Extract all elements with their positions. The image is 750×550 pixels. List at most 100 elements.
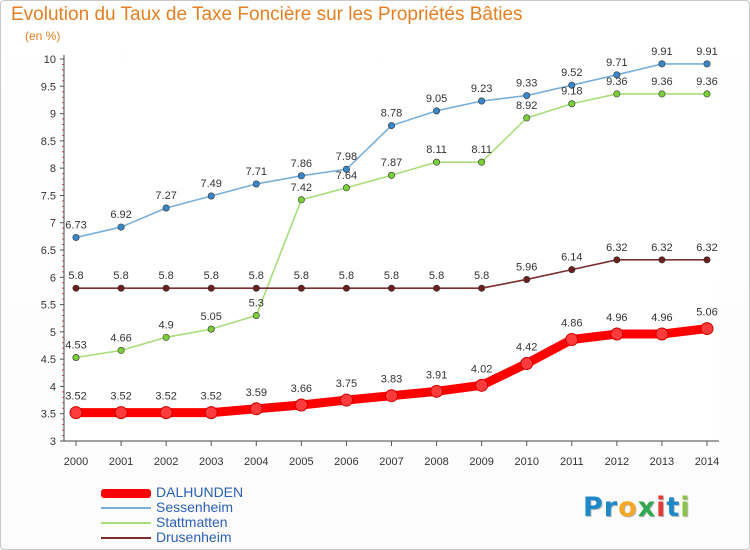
data-point-stattmatten <box>568 100 576 108</box>
data-label-stattmatten: 4.66 <box>110 332 131 344</box>
data-point-sessenheim <box>523 92 531 100</box>
data-point-dalhunden <box>430 384 444 398</box>
x-tick-label: 2010 <box>514 456 538 468</box>
data-label-sessenheim: 7.98 <box>336 151 357 163</box>
data-point-dalhunden <box>610 327 624 341</box>
data-label-sessenheim: 6.92 <box>110 209 131 221</box>
data-point-dalhunden <box>475 378 489 392</box>
data-label-stattmatten: 4.9 <box>158 319 173 331</box>
y-tick-label: 9.5 <box>41 81 56 93</box>
data-label-sessenheim: 9.91 <box>651 46 672 58</box>
y-tick-label: 3.5 <box>41 409 56 421</box>
x-tick-label: 2003 <box>199 456 223 468</box>
data-point-stattmatten <box>387 171 395 179</box>
y-tick-label: 8.5 <box>41 136 56 148</box>
legend-label: Sessenheim <box>156 499 234 515</box>
y-tick-label: 5.5 <box>41 300 56 312</box>
x-tick-label: 2000 <box>64 456 88 468</box>
data-label-stattmatten: 7.87 <box>381 157 402 169</box>
data-point-dalhunden <box>520 357 534 371</box>
logo-letter: i <box>680 492 691 523</box>
data-label-dalhunden: 4.42 <box>516 342 537 354</box>
x-tick-label: 2009 <box>469 456 493 468</box>
data-point-drusenheim <box>387 284 395 292</box>
data-point-dalhunden <box>700 322 714 336</box>
y-tick-label: 5 <box>50 327 56 339</box>
data-label-sessenheim: 9.05 <box>426 93 447 105</box>
data-point-stattmatten <box>433 158 441 166</box>
data-label-sessenheim: 7.27 <box>155 190 176 202</box>
data-label-stattmatten: 9.36 <box>696 76 717 88</box>
data-label-dalhunden: 3.66 <box>291 383 312 395</box>
data-label-sessenheim: 9.23 <box>471 83 492 95</box>
data-point-stattmatten <box>297 196 305 204</box>
data-point-drusenheim <box>433 284 441 292</box>
x-tick-label: 2011 <box>560 456 584 468</box>
data-point-stattmatten <box>162 333 170 341</box>
data-label-stattmatten: 9.18 <box>561 86 582 98</box>
data-label-drusenheim: 5.8 <box>249 270 264 282</box>
data-point-drusenheim <box>207 284 215 292</box>
y-tick-label: 6 <box>50 272 56 284</box>
data-label-sessenheim: 8.78 <box>381 108 402 120</box>
data-label-dalhunden: 3.59 <box>246 387 267 399</box>
data-point-sessenheim <box>117 223 125 231</box>
data-label-drusenheim: 6.32 <box>651 242 672 254</box>
x-tick-label: 2006 <box>334 456 358 468</box>
y-tick-label: 9 <box>50 109 56 121</box>
data-label-drusenheim: 5.8 <box>429 270 444 282</box>
data-label-drusenheim: 5.8 <box>384 270 399 282</box>
data-label-drusenheim: 5.96 <box>516 261 537 273</box>
data-label-dalhunden: 3.83 <box>381 374 402 386</box>
x-tick-label: 2014 <box>695 456 719 468</box>
data-label-dalhunden: 3.52 <box>65 391 86 403</box>
y-tick-label: 10 <box>44 54 56 66</box>
data-label-dalhunden: 3.52 <box>201 391 222 403</box>
data-point-drusenheim <box>703 256 711 264</box>
data-label-drusenheim: 5.8 <box>339 270 354 282</box>
data-point-stattmatten <box>613 90 621 98</box>
data-label-stattmatten: 4.53 <box>65 340 86 352</box>
data-label-dalhunden: 3.91 <box>426 369 447 381</box>
data-label-drusenheim: 5.8 <box>68 270 83 282</box>
data-label-dalhunden: 3.52 <box>110 391 131 403</box>
legend-swatch <box>101 537 151 539</box>
data-label-sessenheim: 7.71 <box>246 166 267 178</box>
data-point-drusenheim <box>613 256 621 264</box>
data-label-stattmatten: 5.3 <box>249 297 264 309</box>
data-label-dalhunden: 4.96 <box>651 312 672 324</box>
data-point-stattmatten <box>342 184 350 192</box>
data-point-dalhunden <box>565 332 579 346</box>
proxiti-logo: Proxiti <box>583 492 691 523</box>
data-point-stattmatten <box>117 346 125 354</box>
data-label-drusenheim: 6.32 <box>606 242 627 254</box>
data-point-stattmatten <box>72 354 80 362</box>
data-label-sessenheim: 7.86 <box>291 158 312 170</box>
x-tick-label: 2004 <box>244 456 268 468</box>
y-tick-label: 4.5 <box>41 354 56 366</box>
data-point-drusenheim <box>342 284 350 292</box>
data-point-stattmatten <box>207 325 215 333</box>
data-point-drusenheim <box>658 256 666 264</box>
data-label-dalhunden: 3.75 <box>336 378 357 390</box>
data-label-drusenheim: 5.8 <box>474 270 489 282</box>
x-tick-label: 2012 <box>605 456 629 468</box>
data-point-dalhunden <box>294 398 308 412</box>
data-point-sessenheim <box>613 71 621 79</box>
data-label-sessenheim: 7.49 <box>201 178 222 190</box>
data-point-stattmatten <box>658 90 666 98</box>
data-point-stattmatten <box>478 158 486 166</box>
data-label-stattmatten: 5.05 <box>201 311 222 323</box>
data-point-stattmatten <box>523 114 531 122</box>
x-tick-label: 2001 <box>109 456 133 468</box>
data-label-drusenheim: 5.8 <box>158 270 173 282</box>
data-point-dalhunden <box>249 402 263 416</box>
data-label-stattmatten: 9.36 <box>651 76 672 88</box>
data-point-sessenheim <box>252 180 260 188</box>
legend-swatch <box>101 522 151 524</box>
logo-letter: i <box>656 492 667 523</box>
data-point-drusenheim <box>297 284 305 292</box>
data-point-sessenheim <box>658 60 666 68</box>
data-label-stattmatten: 9.36 <box>606 76 627 88</box>
